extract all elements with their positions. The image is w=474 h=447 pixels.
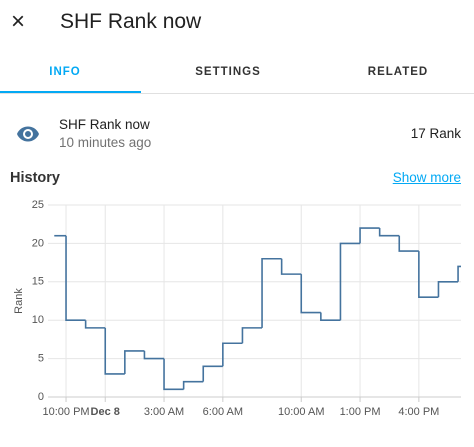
- y-tick-label: 25: [32, 199, 44, 211]
- history-line: [222, 342, 243, 367]
- history-line: [143, 350, 165, 360]
- x-tick-label: Dec 8: [91, 406, 120, 418]
- history-line: [300, 274, 321, 314]
- x-tick-label: 10:00 PM: [42, 406, 89, 418]
- history-line: [202, 365, 223, 382]
- history-line: [398, 235, 419, 252]
- tab[interactable]: SETTINGS: [195, 66, 261, 78]
- y-tick-label: 15: [32, 276, 44, 288]
- y-tick-label: 5: [38, 353, 44, 365]
- history-line: [241, 327, 263, 344]
- history-line: [65, 235, 86, 321]
- y-tick-label: 10: [32, 314, 44, 326]
- tab[interactable]: INFO: [49, 66, 81, 78]
- tab-indicator: [0, 91, 141, 93]
- x-tick-label: 1:00 PM: [340, 406, 381, 418]
- entity-state: 17 Rank: [410, 126, 461, 141]
- y-axis-label: Rank: [13, 288, 25, 314]
- history-line: [378, 228, 400, 237]
- history-line: [457, 265, 461, 282]
- last-changed: 10 minutes ago: [59, 135, 152, 150]
- history-line: [437, 281, 459, 298]
- tab[interactable]: RELATED: [367, 66, 429, 78]
- eye-icon: [17, 126, 39, 142]
- history-line: [320, 312, 341, 321]
- history-title: History: [10, 170, 60, 186]
- entity-name: SHF Rank now: [59, 117, 150, 132]
- history-line: [124, 350, 145, 374]
- y-tick-label: 0: [38, 391, 44, 403]
- history-line: [261, 257, 282, 328]
- x-tick-label: 4:00 PM: [398, 406, 439, 418]
- divider: [0, 93, 474, 94]
- history-line: [280, 258, 302, 275]
- history-line: [418, 251, 439, 298]
- show-more-link[interactable]: Show more: [392, 170, 461, 185]
- history-line: [163, 358, 184, 391]
- history-line: [182, 380, 204, 390]
- history-line: [84, 320, 106, 329]
- x-tick-label: 6:00 AM: [203, 406, 243, 418]
- dialog-title: SHF Rank now: [60, 10, 202, 33]
- history-line: [104, 327, 125, 375]
- history-line: [359, 227, 380, 244]
- close-button[interactable]: ×: [11, 8, 26, 35]
- x-tick-label: 3:00 AM: [144, 406, 184, 418]
- x-tick-label: 10:00 AM: [278, 406, 324, 418]
- y-tick-label: 20: [32, 237, 44, 249]
- history-line: [339, 242, 361, 321]
